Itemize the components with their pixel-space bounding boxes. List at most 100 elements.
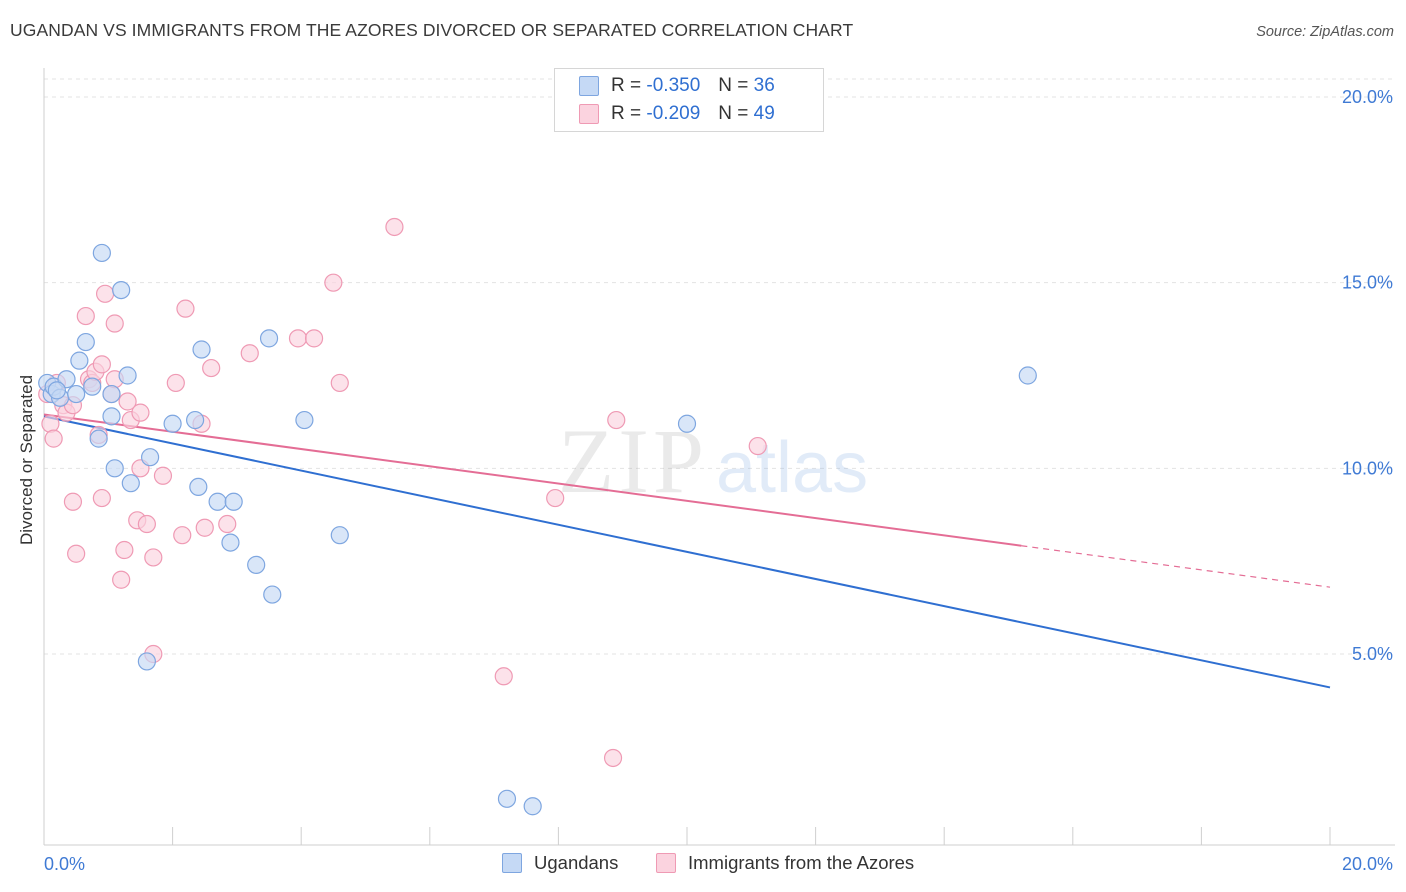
axes — [43, 68, 1395, 846]
gridlines — [44, 78, 1395, 655]
ugandan-point — [70, 351, 89, 370]
azores-point — [385, 217, 404, 237]
azores-point — [153, 466, 173, 485]
ugandan-point — [192, 340, 211, 359]
legend-swatch-pink — [579, 104, 599, 124]
legend-item-ugandans: Ugandans — [502, 852, 618, 874]
x-tick-label: 0.0% — [44, 854, 85, 874]
ugandan-point — [221, 533, 240, 552]
ugandan-point — [224, 492, 243, 511]
ugandan-point — [47, 381, 66, 400]
azores-point — [115, 540, 134, 560]
azores-point — [330, 373, 349, 393]
azores-point — [324, 273, 343, 292]
azores-point — [748, 436, 767, 456]
ugandan-point — [121, 474, 140, 493]
azores-point — [195, 518, 214, 537]
ugandan-point — [263, 585, 282, 604]
trend-line-azores — [43, 413, 1022, 547]
azores-point — [76, 306, 95, 326]
series-legend: Ugandans Immigrants from the Azores — [0, 852, 1406, 876]
watermark-atlas: atlas — [716, 428, 868, 508]
ugandan-point — [112, 280, 131, 300]
azores-point — [67, 544, 86, 563]
azores-point — [92, 488, 111, 508]
legend-row-azores: R = -0.209 N = 49 — [555, 101, 775, 127]
legend-swatch-ugandans — [502, 853, 522, 873]
azores-point — [304, 329, 324, 348]
legend-r-label: R = — [611, 103, 642, 124]
ugandan-point — [140, 448, 160, 467]
ugandan-point — [189, 477, 208, 496]
azores-point — [166, 373, 185, 393]
ugandan-point — [1018, 366, 1037, 385]
legend-swatch-azores — [656, 853, 676, 873]
legend-n-label: N = — [718, 103, 749, 124]
azores-point — [63, 492, 83, 511]
legend-r-value: -0.209 — [646, 103, 701, 124]
legend-n-value: 36 — [753, 75, 775, 96]
ugandan-point — [295, 410, 314, 430]
trend-line-ugandans — [43, 415, 1331, 689]
azores-point — [173, 526, 192, 545]
ugandan-point — [118, 366, 137, 385]
ugandan-point — [67, 384, 86, 404]
legend-n-value: 49 — [753, 103, 775, 124]
y-tick-label: 5.0% — [1352, 644, 1393, 664]
ugandan-point — [89, 429, 108, 448]
y-tick-label: 15.0% — [1342, 273, 1393, 293]
azores-point — [607, 410, 626, 430]
ugandan-point — [76, 332, 95, 352]
ugandan-point — [247, 555, 266, 574]
azores-point — [137, 514, 156, 534]
azores-point — [95, 284, 115, 303]
y-tick-label: 20.0% — [1342, 87, 1393, 107]
azores-point — [112, 570, 131, 589]
ugandan-point — [102, 407, 121, 426]
azores-point — [202, 358, 221, 378]
azores-point — [92, 355, 111, 374]
ugandan-point — [330, 526, 349, 545]
legend-row-ugandans: R = -0.350 N = 36 — [555, 73, 775, 99]
azores-point — [494, 667, 513, 686]
ugandan-point — [137, 652, 156, 671]
ugandan-point — [105, 459, 124, 478]
source-credit: Source: ZipAtlas.com — [1256, 24, 1394, 40]
trend-lines — [43, 413, 1331, 689]
legend-n-label: N = — [718, 75, 749, 96]
azores-point — [131, 403, 150, 422]
ugandan-point — [83, 377, 102, 396]
ugandan-point — [186, 410, 205, 430]
azores-point — [240, 344, 259, 363]
legend-label-azores: Immigrants from the Azores — [688, 852, 915, 873]
ugandan-point — [677, 414, 697, 433]
legend-r-value: -0.350 — [646, 75, 701, 96]
azores-point — [546, 488, 565, 508]
ugandan-point — [163, 414, 182, 433]
azores-point — [105, 314, 124, 333]
ugandan-point — [497, 789, 517, 808]
azores-point — [44, 429, 63, 448]
chart-title: UGANDAN VS IMMIGRANTS FROM THE AZORES DI… — [10, 20, 854, 40]
ugandan-point — [523, 797, 542, 816]
azores-point — [144, 548, 163, 567]
trend-line-azores-extension — [1021, 545, 1331, 588]
legend-label-ugandans: Ugandans — [534, 852, 619, 873]
legend-r-label: R = — [611, 75, 642, 96]
correlation-legend: R = -0.350 N = 36 R = -0.209 N = 49 — [554, 68, 824, 132]
ugandan-point — [208, 492, 227, 511]
ugandan-point — [102, 384, 121, 404]
watermark: ZIP atlas — [558, 410, 868, 512]
ugandan-point — [92, 243, 111, 263]
legend-swatch-blue — [579, 76, 599, 96]
azores-point — [218, 514, 237, 534]
tick-labels: 5.0% 10.0% 15.0% 20.0% 0.0% 20.0% — [44, 87, 1393, 874]
azores-point — [118, 392, 137, 411]
azores-point — [41, 414, 60, 433]
azores-point — [603, 748, 623, 768]
azores-point — [176, 299, 195, 318]
x-tick-label: 20.0% — [1342, 854, 1393, 874]
azores-point — [288, 329, 308, 348]
legend-item-azores: Immigrants from the Azores — [656, 852, 914, 874]
